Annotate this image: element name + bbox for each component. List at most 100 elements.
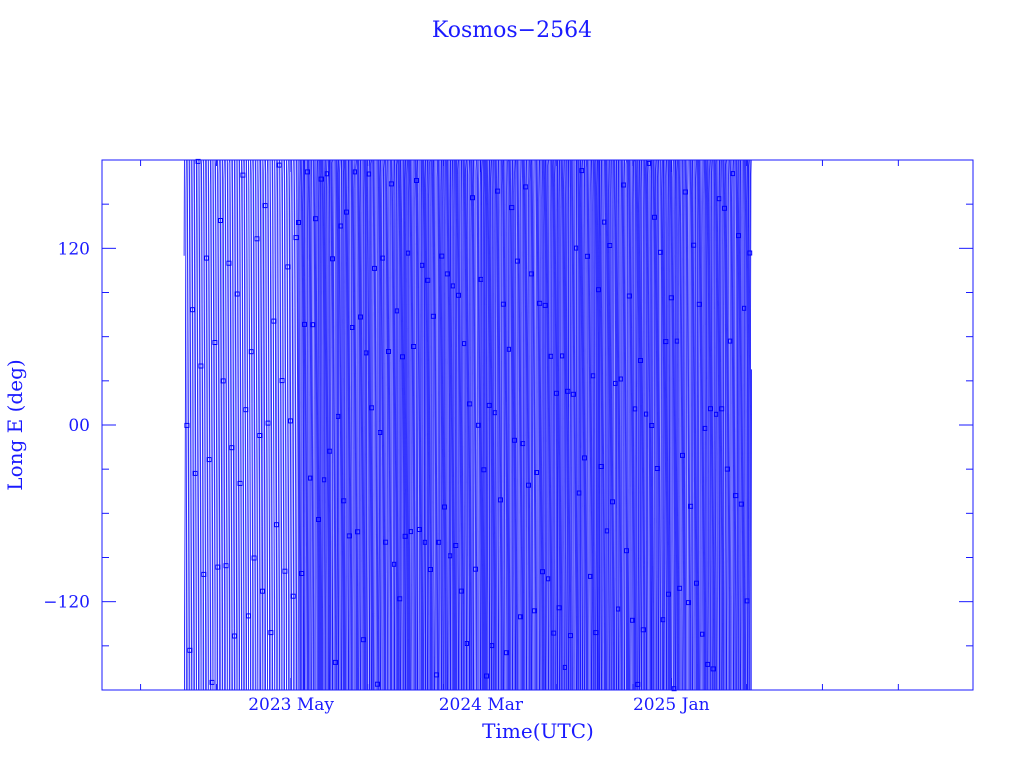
data-point-marker <box>506 346 512 352</box>
data-point-marker <box>251 555 257 561</box>
x-tick-label: 2024 Mar <box>439 695 524 715</box>
data-point-marker <box>699 631 705 637</box>
data-point-marker <box>422 539 428 545</box>
data-point-marker <box>206 457 212 463</box>
data-point-marker <box>587 573 593 579</box>
data-point-marker <box>453 543 459 548</box>
y-tick-label: 00 <box>68 416 90 436</box>
data-point-marker <box>719 406 725 412</box>
data-point-marker <box>419 262 425 268</box>
data-point-marker <box>680 452 685 458</box>
data-point-marker <box>218 218 223 223</box>
data-point-marker <box>716 196 722 202</box>
data-point-marker <box>708 406 713 412</box>
data-point-marker <box>313 216 319 222</box>
data-point-marker <box>324 171 330 177</box>
data-point-marker <box>722 205 727 211</box>
data-point-marker <box>223 563 229 569</box>
y-tick-label: −120 <box>43 593 90 613</box>
data-point-marker <box>612 380 618 386</box>
data-point-marker <box>282 568 288 574</box>
data-point-marker <box>442 504 447 510</box>
data-point-marker <box>478 276 484 282</box>
data-point-marker <box>425 277 431 283</box>
data-point-marker <box>498 497 503 503</box>
data-point-marker <box>534 470 540 475</box>
data-point-marker <box>265 420 271 426</box>
data-point-marker <box>671 686 677 692</box>
data-point-marker <box>302 321 307 327</box>
data-point-marker <box>682 189 688 195</box>
data-point-marker <box>234 291 240 297</box>
data-point-marker <box>386 349 391 354</box>
data-point-marker <box>232 633 237 639</box>
data-point-marker <box>646 160 652 166</box>
data-point-marker <box>643 411 649 417</box>
data-point-marker <box>243 407 249 413</box>
data-point-marker <box>240 172 246 178</box>
data-point-marker <box>638 358 643 363</box>
data-point-marker <box>492 410 498 416</box>
data-point-marker <box>554 390 559 396</box>
data-point-marker <box>248 349 254 355</box>
data-point-marker <box>503 650 509 656</box>
data-point-marker <box>657 249 663 255</box>
data-point-marker <box>696 301 702 307</box>
data-point-marker <box>268 630 274 636</box>
data-point-marker <box>405 250 411 256</box>
data-point-marker <box>556 605 562 611</box>
data-point-marker <box>710 666 716 672</box>
data-point-marker <box>582 455 587 461</box>
data-point-marker <box>327 448 333 454</box>
data-point-marker <box>632 406 638 412</box>
data-point-marker <box>307 475 313 481</box>
data-point-marker <box>517 614 523 620</box>
y-tick-label: 120 <box>58 239 90 259</box>
data-point-marker <box>724 466 730 472</box>
data-point-marker <box>713 411 719 417</box>
data-point-marker <box>274 522 279 528</box>
data-point-marker <box>299 571 305 576</box>
data-point-marker <box>355 529 361 535</box>
data-point-marker <box>666 591 671 597</box>
data-point-marker <box>467 401 473 407</box>
axis-ticks <box>102 160 973 690</box>
data-point-marker <box>730 171 736 177</box>
data-point-marker <box>402 533 408 539</box>
data-point-marker <box>470 195 475 201</box>
y-tick-labels: −120 00 120 <box>43 239 90 612</box>
data-point-marker <box>271 318 277 324</box>
data-point-marker <box>598 464 604 469</box>
data-point-marker <box>310 322 316 328</box>
data-point-marker <box>531 608 537 614</box>
data-point-marker <box>338 223 344 229</box>
data-point-marker <box>618 376 624 382</box>
data-point-marker <box>484 673 489 679</box>
data-point-marker <box>444 271 450 277</box>
data-point-marker <box>304 169 310 175</box>
data-series <box>183 158 753 692</box>
data-point-marker <box>475 422 481 428</box>
data-point-marker <box>374 681 380 687</box>
data-point-marker <box>635 681 641 687</box>
data-point-marker <box>481 467 487 473</box>
data-point-marker <box>383 539 389 545</box>
data-point-marker <box>257 433 263 438</box>
data-point-marker <box>246 613 251 619</box>
data-point-marker <box>540 569 545 575</box>
data-point-marker <box>330 256 335 262</box>
data-point-marker <box>694 580 699 586</box>
y-axis-label: Long E (deg) <box>3 359 27 490</box>
data-point-marker <box>733 493 739 499</box>
data-point-marker <box>363 350 369 356</box>
data-point-marker <box>335 413 341 419</box>
data-point-marker <box>411 344 417 349</box>
x-tick-label: 2025 Jan <box>633 695 710 715</box>
data-point-marker <box>237 480 243 486</box>
data-point-marker <box>500 301 506 307</box>
data-point-marker <box>366 171 372 177</box>
data-point-marker <box>204 255 209 261</box>
x-axis-label: Time(UTC) <box>482 719 594 743</box>
data-point-marker <box>215 564 221 570</box>
data-point-marker <box>254 236 260 242</box>
